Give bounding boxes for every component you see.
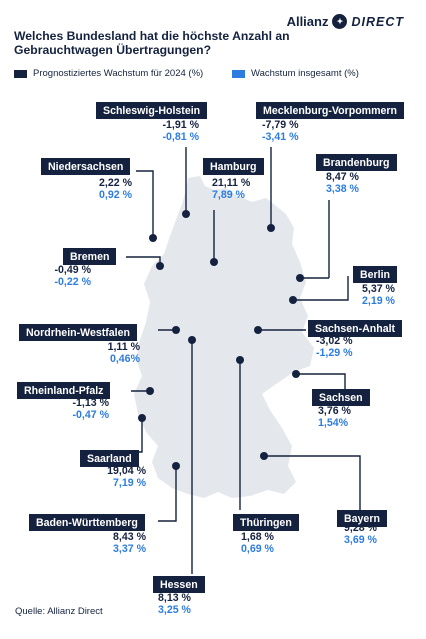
source-note: Quelle: Allianz Direct [15,606,103,617]
state-values-rheinland-pfalz: -1,13 % -0,47 % [72,397,109,422]
total-value: -3,41 % [262,131,299,144]
state-values-hamburg: 21,11 % 7,89 % [212,177,250,202]
state-values-bremen: -0,49 % -0,22 % [54,264,91,289]
marker-schleswig-holstein [182,210,190,218]
total-value: 7,89 % [212,189,245,202]
marker-hamburg [210,258,218,266]
state-values-berlin: 5,37 % 2,19 % [362,283,395,308]
legend-swatch-total [232,69,245,78]
state-label-thueringen: Thüringen [233,514,299,531]
forecast-value: 21,11 % [212,177,251,189]
leader-berlin [293,276,349,301]
forecast-value: -0,49 % [54,264,91,276]
marker-bayern [260,452,268,460]
state-values-mecklenburg-vorpommern: -7,79 % -3,41 % [262,119,299,144]
forecast-value: 19,04 % [107,465,146,477]
forecast-value: 1,68 % [241,531,274,543]
state-markers [138,210,304,470]
state-values-sachsen: 3,76 % 1,54% [318,405,351,430]
total-value: -0,22 % [54,276,91,289]
state-label-schleswig-holstein: Schleswig-Holstein [96,102,208,119]
brand-sub: DIRECT [351,14,404,29]
leader-saarland [135,418,143,453]
marker-baden-wuerttemberg [172,462,180,470]
state-label-bayern: Bayern [337,510,387,527]
state-label-mecklenburg-vorpommern: Mecklenburg-Vorpommern [256,102,405,119]
eagle-icon: ✦ [332,14,348,29]
total-value: 0,46% [109,353,140,366]
total-value: 0,92 % [99,189,132,202]
leader-bayern [264,455,361,510]
state-label-sachsen: Sachsen [312,389,370,406]
forecast-value: -1,13 % [72,397,109,409]
total-value: 3,25 % [158,604,191,617]
state-values-brandenburg: 8,47 % 3,38 % [326,171,359,196]
forecast-value: 9,28 % [344,522,377,534]
forecast-value: 1,11 % [107,341,140,353]
state-label-niedersachsen: Niedersachsen [41,158,131,175]
marker-saarland [138,414,146,422]
state-label-saarland: Saarland [80,450,139,467]
state-values-hessen: 8,13 % 3,25 % [158,592,191,617]
total-value: -0,47 % [72,409,109,422]
total-value: -0,81 % [162,131,199,144]
total-value: 3,37 % [113,543,146,556]
state-label-hamburg: Hamburg [203,158,264,175]
marker-niedersachsen [149,234,157,242]
total-value: 0,69 % [241,543,274,556]
state-label-baden-wuerttemberg: Baden-Württemberg [29,514,145,531]
state-values-schleswig-holstein: -1,91 % -0,81 % [162,119,199,144]
brand-name: Allianz [286,14,329,29]
state-values-niedersachsen: 2,22 % 0,92 % [99,177,132,202]
state-label-berlin: Berlin [353,266,398,283]
marker-nrw [172,326,180,334]
marker-bremen [156,262,164,270]
marker-sachsen-anhalt [254,326,262,334]
legend-label-forecast: Prognostiziertes Wachstum für 2024 (%) [33,68,204,79]
forecast-value: 5,37 % [362,283,395,295]
leader-baden-wuerttemberg [158,466,177,522]
state-label-brandenburg: Brandenburg [316,154,397,171]
state-label-rheinland-pfalz: Rheinland-Pfalz [17,382,111,399]
total-value: 3,69 % [344,534,377,547]
germany-outline [134,176,314,498]
state-values-thueringen: 1,68 % 0,69 % [241,531,274,556]
state-label-bremen: Bremen [63,248,117,265]
state-label-hessen: Hessen [153,576,205,593]
total-value: -1,29 % [316,347,353,360]
state-label-sachsen-anhalt: Sachsen-Anhalt [308,320,403,337]
total-value: 2,19 % [362,295,395,308]
forecast-value: 3,76 % [318,405,351,417]
forecast-value: -1,91 % [162,119,199,131]
forecast-value: 8,13 % [158,592,191,604]
state-values-nordrhein-westfalen: 1,11 % 0,46% [108,341,140,366]
state-values-baden-wuerttemberg: 8,43 % 3,37 % [113,531,146,556]
marker-rheinland-pfalz [146,387,154,395]
marker-berlin [289,296,297,304]
legend-swatch-forecast [14,69,27,78]
marker-thueringen [236,356,244,364]
legend-item-forecast: Prognostiziertes Wachstum für 2024 (%) [14,68,203,79]
state-values-saarland: 19,04 % 7,19 % [107,465,146,490]
marker-mecklenburg [267,224,275,232]
marker-sachsen [292,370,300,378]
brand-logo: Allianz ✦ DIRECT [287,14,404,29]
forecast-value: -7,79 % [262,119,299,131]
forecast-value: -3,02 % [316,335,353,347]
leader-niedersachsen [136,170,154,238]
forecast-value: 8,47 % [326,171,359,183]
marker-hessen [188,336,196,344]
chart-title: Welches Bundesland hat die höchste Anzah… [14,29,290,57]
legend-item-total: Wachstum insgesamt (%) [232,68,359,79]
total-value: 3,38 % [326,183,359,196]
leader-sachsen [296,373,346,391]
total-value: 1,54% [318,417,349,430]
forecast-value: 8,43 % [113,531,146,543]
forecast-value: 2,22 % [99,177,132,189]
state-values-sachsen-anhalt: -3,02 % -1,29 % [316,335,353,360]
legend-label-total: Wachstum insgesamt (%) [251,68,359,79]
state-label-nordrhein-westfalen: Nordrhein-Westfalen [19,324,137,341]
total-value: 7,19 % [113,477,146,490]
state-values-bayern: 9,28 % 3,69 % [344,522,377,547]
